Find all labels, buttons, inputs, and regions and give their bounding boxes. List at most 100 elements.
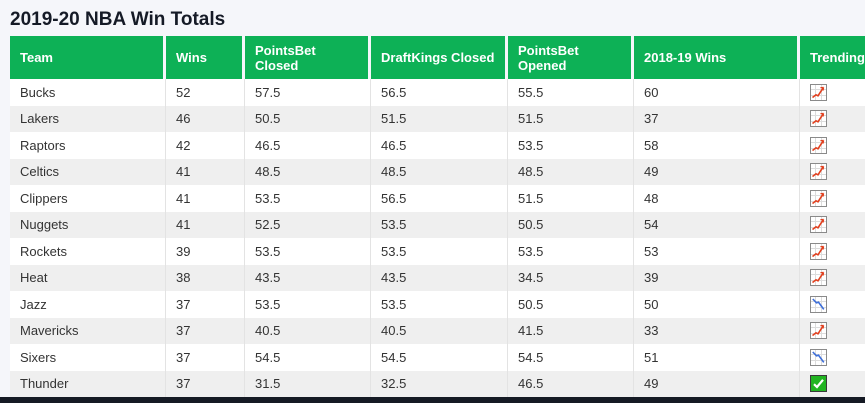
- table-row: Nuggets 41 52.5 53.5 50.5 54: [10, 211, 865, 238]
- column-header-draftkings-closed: DraftKings Closed: [371, 36, 508, 79]
- cell-team: Mavericks: [10, 317, 166, 344]
- cell-team: Thunder: [10, 370, 166, 397]
- column-header-pointsbet-opened: PointsBet Opened: [508, 36, 634, 79]
- column-header-team: Team: [10, 36, 166, 79]
- column-header-wins: Wins: [166, 36, 245, 79]
- cell-pointsbet-closed: 54.5: [245, 344, 371, 371]
- cell-draftkings-closed: 53.5: [371, 211, 508, 238]
- cell-pointsbet-opened: 55.5: [508, 79, 634, 106]
- table-row: Celtics 41 48.5 48.5 48.5 49: [10, 158, 865, 185]
- trend-up-icon[interactable]: [810, 242, 827, 260]
- cell-pointsbet-opened: 46.5: [508, 370, 634, 397]
- cell-team: Raptors: [10, 132, 166, 159]
- table-row: Clippers 41 53.5 56.5 51.5 48: [10, 185, 865, 212]
- cell-pointsbet-opened: 53.5: [508, 132, 634, 159]
- cell-team: Bucks: [10, 79, 166, 106]
- trend-up-icon[interactable]: [810, 110, 827, 128]
- cell-team: Heat: [10, 264, 166, 291]
- cell-wins-2018-19: 51: [634, 344, 800, 371]
- cell-wins: 39: [166, 238, 245, 265]
- cell-trending: [800, 264, 865, 291]
- cell-team: Sixers: [10, 344, 166, 371]
- trend-down-icon[interactable]: [810, 295, 827, 313]
- cell-pointsbet-closed: 31.5: [245, 370, 371, 397]
- column-header-trending: Trending: [800, 36, 865, 79]
- cell-trending: [800, 132, 865, 159]
- cell-draftkings-closed: 56.5: [371, 79, 508, 106]
- cell-trending: [800, 211, 865, 238]
- table-row: Lakers 46 50.5 51.5 51.5 37: [10, 105, 865, 132]
- page-title: 2019-20 NBA Win Totals: [10, 9, 226, 30]
- cell-pointsbet-opened: 50.5: [508, 211, 634, 238]
- cell-wins-2018-19: 49: [634, 370, 800, 397]
- cell-draftkings-closed: 43.5: [371, 264, 508, 291]
- trend-up-icon[interactable]: [810, 136, 827, 154]
- cell-draftkings-closed: 53.5: [371, 291, 508, 318]
- cell-wins-2018-19: 50: [634, 291, 800, 318]
- cell-draftkings-closed: 48.5: [371, 158, 508, 185]
- cell-draftkings-closed: 46.5: [371, 132, 508, 159]
- cell-wins: 46: [166, 105, 245, 132]
- table-row: Thunder 37 31.5 32.5 46.5 49: [10, 370, 865, 397]
- cell-draftkings-closed: 40.5: [371, 317, 508, 344]
- cell-pointsbet-opened: 41.5: [508, 317, 634, 344]
- trend-up-icon[interactable]: [810, 216, 827, 234]
- cell-wins: 38: [166, 264, 245, 291]
- trend-up-icon[interactable]: [810, 83, 827, 101]
- cell-pointsbet-opened: 51.5: [508, 105, 634, 132]
- cell-team: Nuggets: [10, 211, 166, 238]
- cell-wins: 52: [166, 79, 245, 106]
- cell-wins: 37: [166, 344, 245, 371]
- cell-trending: [800, 291, 865, 318]
- cell-pointsbet-closed: 52.5: [245, 211, 371, 238]
- cell-pointsbet-opened: 53.5: [508, 238, 634, 265]
- cell-wins: 41: [166, 158, 245, 185]
- cell-wins-2018-19: 39: [634, 264, 800, 291]
- table-row: Mavericks 37 40.5 40.5 41.5 33: [10, 317, 865, 344]
- table-body: Bucks 52 57.5 56.5 55.5 60 Lakers 46 50.5 51.5 51.…: [10, 79, 865, 397]
- cell-wins-2018-19: 49: [634, 158, 800, 185]
- cell-draftkings-closed: 51.5: [371, 105, 508, 132]
- cell-trending: [800, 158, 865, 185]
- cell-wins-2018-19: 48: [634, 185, 800, 212]
- cell-trending: [800, 79, 865, 106]
- cell-wins-2018-19: 37: [634, 105, 800, 132]
- cell-team: Rockets: [10, 238, 166, 265]
- cell-trending: [800, 317, 865, 344]
- cell-team: Lakers: [10, 105, 166, 132]
- header-row: Team Wins PointsBet Closed DraftKings Cl…: [10, 36, 865, 79]
- cell-wins-2018-19: 60: [634, 79, 800, 106]
- cell-wins: 41: [166, 211, 245, 238]
- cell-pointsbet-opened: 50.5: [508, 291, 634, 318]
- cell-pointsbet-closed: 43.5: [245, 264, 371, 291]
- cell-team: Jazz: [10, 291, 166, 318]
- cell-wins: 37: [166, 291, 245, 318]
- trend-down-icon[interactable]: [810, 348, 827, 366]
- cell-wins-2018-19: 54: [634, 211, 800, 238]
- bottom-bar: [0, 397, 865, 403]
- column-header-2018-19-wins: 2018-19 Wins: [634, 36, 800, 79]
- table-row: Bucks 52 57.5 56.5 55.5 60: [10, 79, 865, 106]
- check-icon[interactable]: [810, 375, 827, 393]
- table-header: Team Wins PointsBet Closed DraftKings Cl…: [10, 36, 865, 79]
- cell-pointsbet-closed: 53.5: [245, 291, 371, 318]
- win-totals-table: Team Wins PointsBet Closed DraftKings Cl…: [10, 36, 865, 397]
- cell-trending: [800, 344, 865, 371]
- cell-wins-2018-19: 53: [634, 238, 800, 265]
- cell-trending: [800, 238, 865, 265]
- table-row: Sixers 37 54.5 54.5 54.5 51: [10, 344, 865, 371]
- cell-trending: [800, 370, 865, 397]
- trend-up-icon[interactable]: [810, 322, 827, 340]
- cell-pointsbet-closed: 48.5: [245, 158, 371, 185]
- table-row: Heat 38 43.5 43.5 34.5 39: [10, 264, 865, 291]
- trend-up-icon[interactable]: [810, 163, 827, 181]
- cell-pointsbet-closed: 53.5: [245, 185, 371, 212]
- cell-trending: [800, 185, 865, 212]
- cell-pointsbet-closed: 53.5: [245, 238, 371, 265]
- table-row: Jazz 37 53.5 53.5 50.5 50: [10, 291, 865, 318]
- cell-draftkings-closed: 56.5: [371, 185, 508, 212]
- trend-up-icon[interactable]: [810, 269, 827, 287]
- trend-up-icon[interactable]: [810, 189, 827, 207]
- cell-wins-2018-19: 58: [634, 132, 800, 159]
- cell-pointsbet-opened: 48.5: [508, 158, 634, 185]
